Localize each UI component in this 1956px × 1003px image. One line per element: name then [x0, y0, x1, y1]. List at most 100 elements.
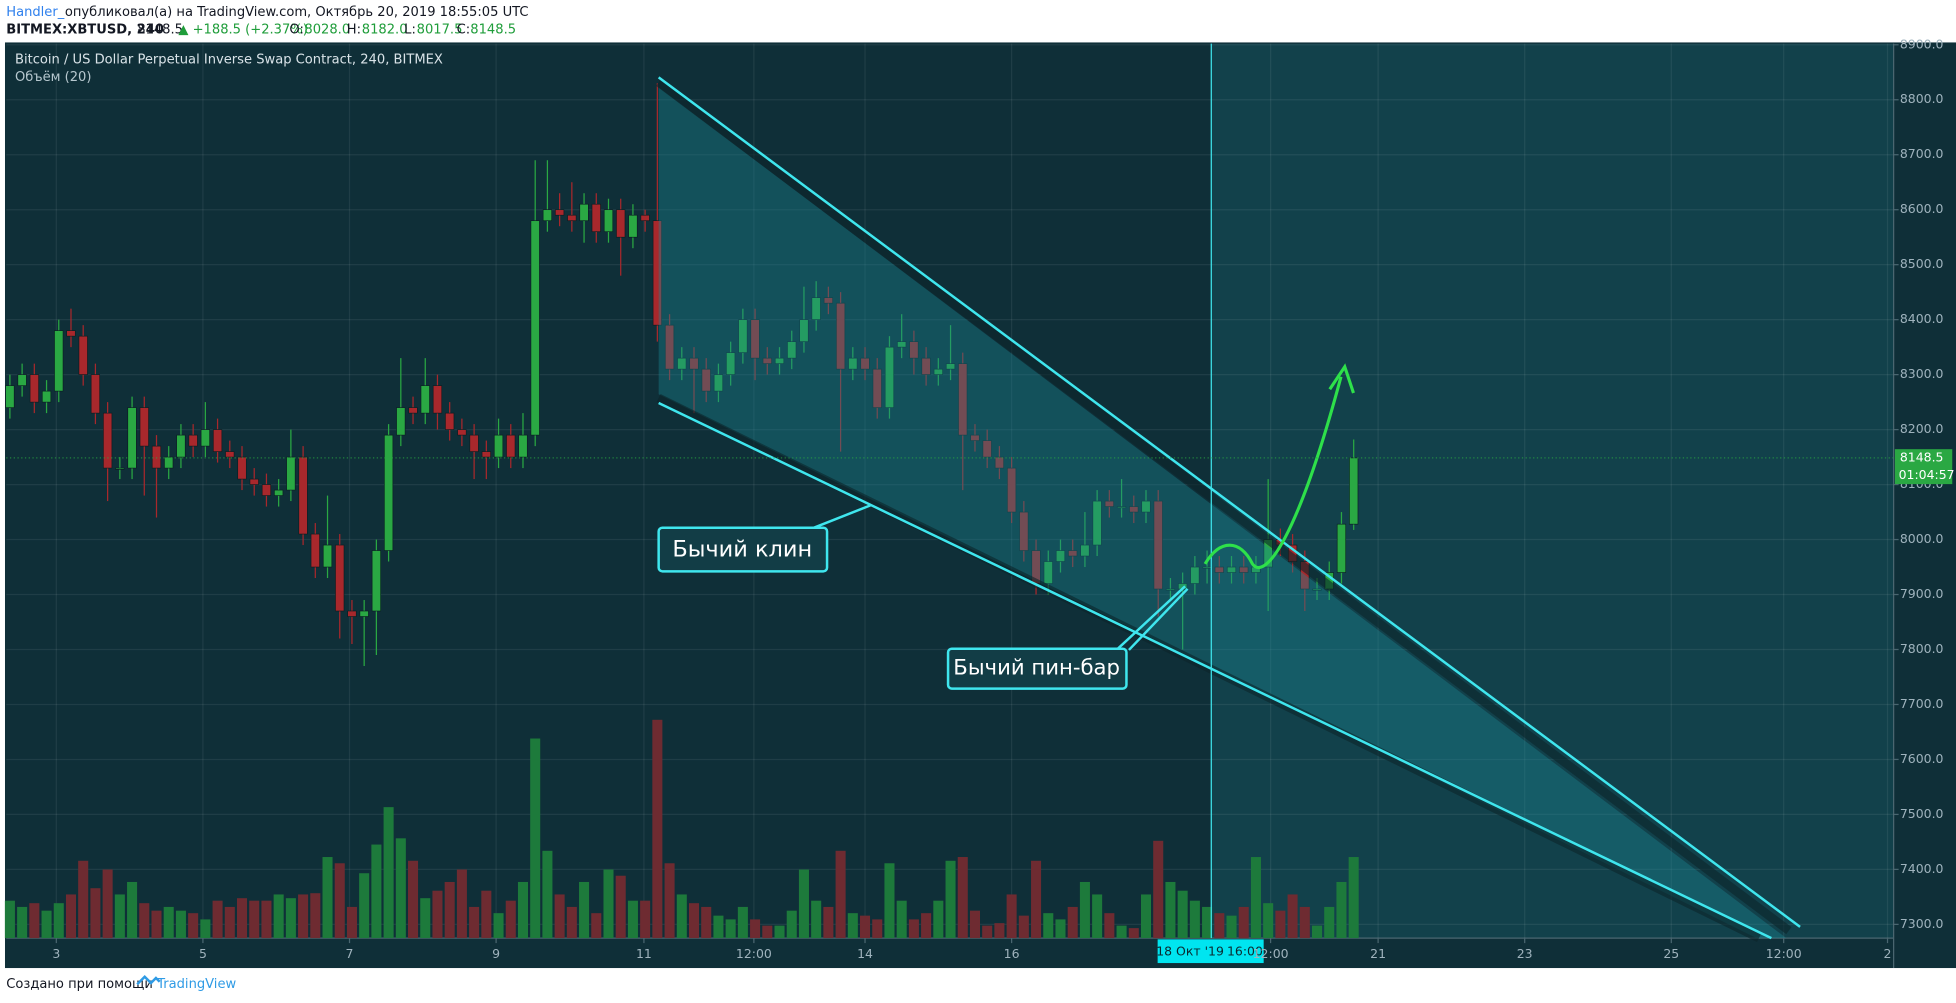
candle-body — [701, 368, 711, 392]
candle-body — [542, 209, 552, 222]
candle-body — [481, 451, 491, 458]
candle-body — [17, 374, 27, 386]
candle-body — [909, 341, 919, 359]
candle-body — [384, 434, 394, 551]
candle-body — [1190, 566, 1200, 584]
brand-icon — [136, 975, 161, 986]
c-label: C: — [457, 22, 471, 37]
volume-bar — [664, 863, 675, 939]
candle-body — [176, 434, 186, 458]
volume-bar — [469, 906, 480, 939]
axes: Bitcoin / US Dollar Perpetual Inverse Sw… — [6, 36, 1955, 964]
candle-body — [958, 363, 968, 436]
candle-body — [396, 407, 406, 436]
change: ▲ +188.5 (+2.37%) — [178, 22, 307, 37]
candle-body — [493, 434, 504, 458]
volume-bar — [1128, 928, 1139, 939]
volume-bar — [444, 881, 455, 939]
y-tick-label: 7500.0 — [1900, 806, 1944, 821]
volume-bar — [688, 903, 700, 939]
candle-body — [1019, 511, 1029, 551]
volume-bar — [29, 903, 40, 939]
volume-bar — [676, 894, 687, 939]
candle-body — [151, 445, 162, 469]
volume-bar — [750, 919, 761, 939]
last-price-label: 8148.5 — [1900, 449, 1944, 464]
volume-bar — [1312, 925, 1323, 939]
candle-body — [579, 203, 589, 222]
candle-body — [506, 434, 516, 458]
x-tick-label: 14 — [857, 946, 873, 961]
candle-body — [457, 429, 467, 436]
volume-bar — [1153, 840, 1164, 939]
volume-bar — [175, 910, 186, 939]
candle-body — [41, 390, 52, 403]
volume-bar — [1055, 919, 1066, 939]
volume-bar — [249, 900, 260, 939]
candle-body — [567, 214, 577, 222]
last: 8148.5 — [137, 22, 183, 37]
volume-bar — [1250, 857, 1261, 939]
candle-body — [29, 374, 39, 403]
volume-bar — [1177, 890, 1188, 939]
candle-body — [139, 407, 149, 447]
h-label: H: — [347, 22, 361, 37]
candle-body — [408, 407, 418, 414]
y-tick-label: 7600.0 — [1900, 751, 1944, 766]
volume-bar — [921, 913, 932, 939]
x-tick-label: 12:00 — [736, 946, 772, 961]
volume-bar — [811, 900, 822, 939]
crosshair-date: 18 Окт '19 — [1156, 943, 1224, 958]
volume-bar — [615, 875, 626, 939]
candle-body — [933, 368, 943, 375]
volume-bar — [640, 900, 651, 939]
candle-body — [1141, 500, 1151, 513]
volume-bar — [860, 915, 871, 939]
volume-bar — [1079, 881, 1090, 939]
x-tick-label: 7 — [346, 946, 354, 961]
y-tick-label: 8500.0 — [1900, 256, 1944, 271]
volume-bar — [114, 894, 125, 939]
volume-bar — [53, 903, 64, 939]
candle-body — [1226, 566, 1237, 573]
candle-body — [1165, 588, 1176, 591]
y-tick-label: 8700.0 — [1900, 146, 1944, 161]
candle-body — [518, 434, 528, 458]
candle-body — [249, 478, 259, 485]
volume-bar — [591, 913, 602, 939]
chart-title: Bitcoin / US Dollar Perpetual Inverse Sw… — [15, 52, 443, 67]
volume-bar — [1299, 906, 1310, 939]
candle-body — [1349, 457, 1359, 525]
y-tick-label: 7700.0 — [1900, 696, 1944, 711]
candle-body — [1336, 523, 1347, 573]
volume-bar — [1140, 894, 1152, 939]
published: опубликовал(а) на TradingView.com, Октяб… — [65, 5, 529, 20]
volume-bar — [603, 869, 614, 939]
candle-body — [1043, 561, 1053, 584]
volume-bar — [517, 881, 529, 939]
volume-bar — [823, 906, 834, 939]
volume-bar — [17, 906, 28, 939]
volume-bar — [371, 844, 382, 939]
volume-bar — [1189, 900, 1200, 939]
drawings: Бычий клин Бычий пин-бар — [656, 43, 1801, 943]
c-value: 8148.5 — [470, 22, 516, 37]
x-tick-label: 2 — [1884, 946, 1892, 961]
candle-body — [1092, 500, 1102, 546]
volume-bar — [933, 900, 944, 939]
volume-bar — [1226, 915, 1237, 939]
candle-body — [836, 302, 846, 370]
candle-body — [750, 319, 760, 359]
volume-bar — [273, 894, 284, 939]
crosshair-label-box — [1157, 939, 1264, 964]
x-tick-label: 12:00 — [1766, 946, 1802, 961]
volume-bar — [359, 873, 370, 939]
author[interactable]: Handler_ — [6, 5, 64, 20]
candle-body — [200, 429, 210, 447]
footer-brand[interactable]: TradingView — [156, 977, 236, 992]
volume-bar — [1238, 906, 1249, 939]
volume-bar — [554, 894, 565, 939]
candle-body — [103, 412, 113, 469]
volume-bar — [1165, 881, 1176, 939]
candle-body — [689, 357, 699, 370]
